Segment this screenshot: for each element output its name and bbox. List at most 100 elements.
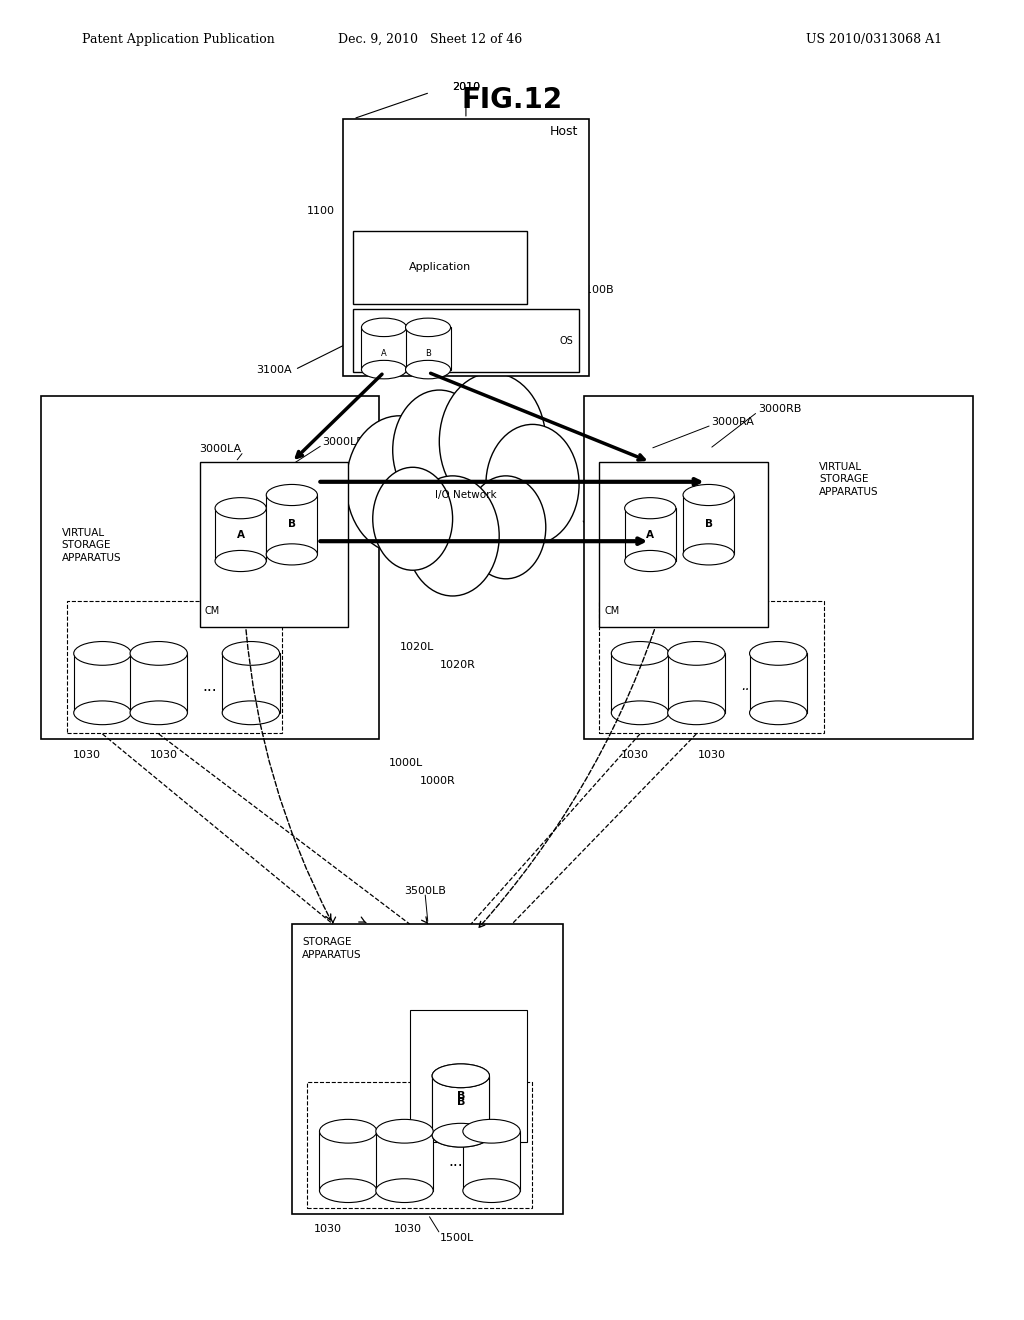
- Ellipse shape: [463, 1119, 520, 1143]
- Ellipse shape: [625, 498, 676, 519]
- Text: FIG.12: FIG.12: [462, 86, 562, 114]
- Ellipse shape: [750, 701, 807, 725]
- Polygon shape: [432, 1076, 489, 1135]
- Ellipse shape: [74, 642, 131, 665]
- Polygon shape: [266, 495, 317, 554]
- Polygon shape: [683, 495, 734, 554]
- Polygon shape: [750, 653, 807, 713]
- Text: A: A: [646, 529, 654, 540]
- Ellipse shape: [222, 642, 280, 665]
- Ellipse shape: [432, 1123, 489, 1147]
- Text: STORAGE
APPARATUS: STORAGE APPARATUS: [302, 937, 361, 960]
- Polygon shape: [406, 327, 451, 370]
- Text: CM: CM: [205, 606, 220, 616]
- Text: I/O Network: I/O Network: [435, 490, 497, 500]
- Ellipse shape: [432, 1123, 489, 1147]
- Polygon shape: [668, 653, 725, 713]
- Ellipse shape: [266, 484, 317, 506]
- Text: 1500L: 1500L: [440, 1233, 474, 1243]
- FancyBboxPatch shape: [292, 924, 563, 1214]
- Circle shape: [485, 424, 580, 544]
- Ellipse shape: [130, 701, 187, 725]
- Ellipse shape: [432, 1064, 489, 1088]
- Polygon shape: [376, 1131, 433, 1191]
- Polygon shape: [361, 327, 407, 370]
- Text: B: B: [288, 519, 296, 529]
- Ellipse shape: [74, 701, 131, 725]
- Ellipse shape: [668, 701, 725, 725]
- Circle shape: [393, 391, 485, 511]
- Ellipse shape: [668, 642, 725, 665]
- Text: 1030: 1030: [150, 750, 178, 760]
- Text: 3500LB: 3500LB: [404, 886, 446, 896]
- Text: CM: CM: [604, 606, 620, 616]
- Ellipse shape: [319, 1119, 377, 1143]
- Ellipse shape: [376, 1179, 433, 1203]
- Text: 1030: 1030: [313, 1224, 342, 1234]
- Circle shape: [406, 477, 500, 597]
- Ellipse shape: [130, 642, 187, 665]
- Text: A: A: [237, 529, 245, 540]
- Text: B: B: [457, 1090, 465, 1101]
- Text: VIRTUAL
STORAGE
APPARATUS: VIRTUAL STORAGE APPARATUS: [819, 462, 879, 496]
- Text: Dec. 9, 2010   Sheet 12 of 46: Dec. 9, 2010 Sheet 12 of 46: [338, 33, 522, 46]
- FancyBboxPatch shape: [584, 396, 973, 739]
- Text: Patent Application Publication: Patent Application Publication: [82, 33, 274, 46]
- Circle shape: [373, 467, 453, 570]
- Ellipse shape: [215, 498, 266, 519]
- Text: ...: ...: [449, 1154, 463, 1170]
- Ellipse shape: [319, 1179, 377, 1203]
- Text: 3000LB: 3000LB: [323, 437, 365, 447]
- Text: US 2010/0313068 A1: US 2010/0313068 A1: [806, 33, 942, 46]
- Ellipse shape: [463, 1179, 520, 1203]
- Text: 1100: 1100: [307, 206, 335, 216]
- Polygon shape: [74, 653, 131, 713]
- Ellipse shape: [611, 701, 669, 725]
- FancyBboxPatch shape: [343, 119, 589, 376]
- Polygon shape: [432, 1076, 489, 1135]
- Ellipse shape: [376, 1119, 433, 1143]
- Polygon shape: [611, 653, 669, 713]
- Text: Application: Application: [410, 263, 471, 272]
- Text: A: A: [381, 350, 387, 358]
- Circle shape: [439, 374, 546, 511]
- FancyBboxPatch shape: [353, 231, 527, 304]
- Ellipse shape: [611, 642, 669, 665]
- Polygon shape: [222, 653, 280, 713]
- Text: Host: Host: [550, 125, 579, 139]
- Text: 3000LA: 3000LA: [200, 444, 242, 454]
- Ellipse shape: [683, 484, 734, 506]
- Text: ...: ...: [741, 680, 754, 693]
- Text: 3000RA: 3000RA: [712, 417, 755, 428]
- Text: 3100B: 3100B: [579, 285, 614, 296]
- FancyBboxPatch shape: [599, 462, 768, 627]
- FancyBboxPatch shape: [353, 309, 579, 372]
- Text: B: B: [457, 1097, 465, 1107]
- Text: 3000RB: 3000RB: [758, 404, 801, 414]
- Polygon shape: [215, 508, 266, 561]
- Text: 1020R: 1020R: [440, 660, 476, 671]
- Text: 1030: 1030: [697, 750, 726, 760]
- Circle shape: [346, 416, 453, 553]
- Ellipse shape: [683, 544, 734, 565]
- Text: 1030: 1030: [621, 750, 649, 760]
- Polygon shape: [463, 1131, 520, 1191]
- Text: 1020L: 1020L: [399, 642, 434, 652]
- Text: 1030: 1030: [73, 750, 101, 760]
- Text: B: B: [425, 350, 431, 358]
- Text: 3100A: 3100A: [256, 364, 292, 375]
- Ellipse shape: [406, 318, 451, 337]
- Text: 1030: 1030: [393, 1224, 422, 1234]
- Polygon shape: [130, 653, 187, 713]
- Ellipse shape: [266, 544, 317, 565]
- Text: 1000L: 1000L: [389, 758, 423, 768]
- Polygon shape: [319, 1131, 377, 1191]
- Polygon shape: [625, 508, 676, 561]
- Ellipse shape: [750, 642, 807, 665]
- Ellipse shape: [625, 550, 676, 572]
- FancyBboxPatch shape: [200, 462, 348, 627]
- Ellipse shape: [215, 550, 266, 572]
- Text: 2010: 2010: [452, 82, 480, 92]
- Text: 1000R: 1000R: [420, 776, 456, 787]
- Ellipse shape: [222, 701, 280, 725]
